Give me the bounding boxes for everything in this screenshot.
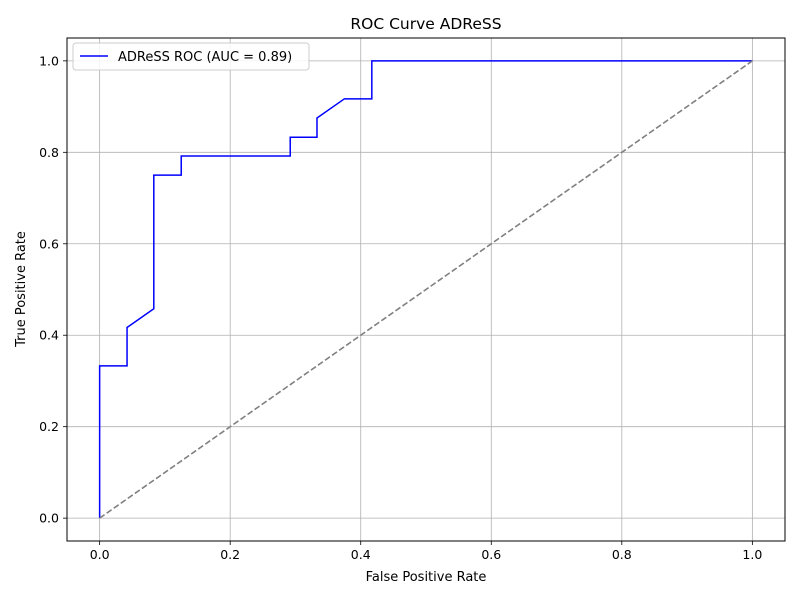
x-axis-label: False Positive Rate <box>366 570 487 585</box>
axis-ticks: 0.0 0.2 0.4 0.6 0.8 1.0 0.0 0.2 0.4 0.6 0.8 1.0 <box>39 53 762 562</box>
x-tick-label: 0.4 <box>351 547 371 562</box>
legend: ADReSS ROC (AUC = 0.89) <box>72 42 310 71</box>
x-tick-label: 0.6 <box>481 547 501 562</box>
y-tick-label: 0.0 <box>39 511 59 526</box>
chart-title: ROC Curve ADReSS <box>350 15 501 33</box>
y-tick-label: 1.0 <box>39 53 59 68</box>
legend-box <box>72 42 310 71</box>
x-tick-label: 0.0 <box>90 547 110 562</box>
grid <box>67 38 785 541</box>
x-tick-label: 0.8 <box>612 547 632 562</box>
y-tick-label: 0.4 <box>39 328 59 343</box>
roc-curve-line <box>98 60 753 519</box>
y-tick-label: 0.2 <box>39 419 59 434</box>
series-layer <box>98 60 753 519</box>
x-tick-label: 0.2 <box>220 547 240 562</box>
y-axis-label: True Positive Rate <box>14 231 29 348</box>
plot-border <box>66 37 786 542</box>
y-tick-label: 0.8 <box>39 145 59 160</box>
legend-label: ADReSS ROC (AUC = 0.89) <box>118 50 292 65</box>
y-tick-label: 0.6 <box>39 236 59 251</box>
x-tick-label: 1.0 <box>742 547 762 562</box>
chance-diagonal-line <box>99 60 753 519</box>
